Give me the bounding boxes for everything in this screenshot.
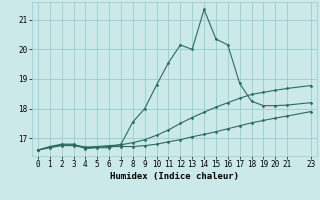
X-axis label: Humidex (Indice chaleur): Humidex (Indice chaleur) [110, 172, 239, 181]
